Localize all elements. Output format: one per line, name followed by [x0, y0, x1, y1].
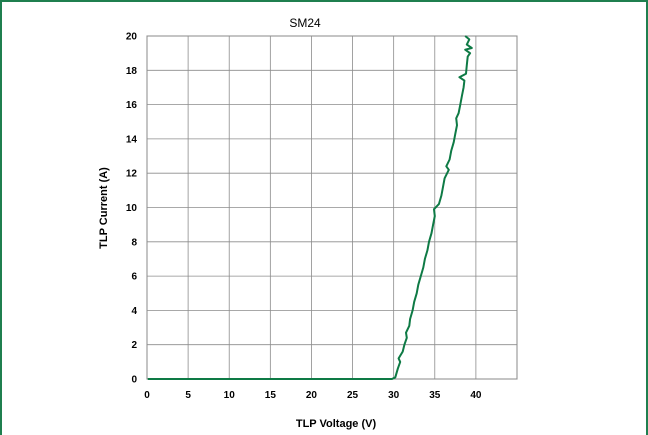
y-tick-label: 18: [126, 66, 138, 77]
x-tick-label: 20: [306, 390, 318, 401]
y-tick-label: 10: [126, 203, 138, 214]
x-tick-label: 5: [185, 390, 191, 401]
chart-title: SM24: [289, 16, 321, 30]
grid-lines: [146, 35, 518, 380]
x-tick-label: 0: [144, 390, 150, 401]
y-tick-label: 8: [131, 237, 137, 248]
series-group: [147, 35, 473, 380]
y-tick-label: 16: [126, 100, 138, 111]
y-tick-label: 2: [131, 340, 137, 351]
y-tick-label: 14: [126, 134, 138, 145]
x-tick-label: 40: [470, 390, 482, 401]
x-axis-label: TLP Voltage (V): [296, 418, 377, 430]
y-tick-label: 0: [131, 375, 137, 386]
x-tick-label: 25: [347, 390, 359, 401]
y-tick-label: 20: [126, 32, 138, 43]
x-tick-label: 15: [265, 390, 277, 401]
y-tick-labels: 0 2 4 6 8 10 12 14 16 18 20: [126, 32, 138, 386]
x-tick-labels: 0 5 10 15 20 25 30 35 40: [144, 390, 482, 401]
y-axis-label: TLP Current (A): [98, 167, 110, 249]
y-tick-label: 12: [126, 169, 138, 180]
y-tick-label: 4: [131, 306, 137, 317]
x-tick-label: 35: [429, 390, 441, 401]
x-tick-label: 30: [388, 390, 400, 401]
series-line: [147, 35, 473, 380]
x-tick-label: 10: [224, 390, 236, 401]
y-tick-label: 6: [131, 272, 137, 283]
